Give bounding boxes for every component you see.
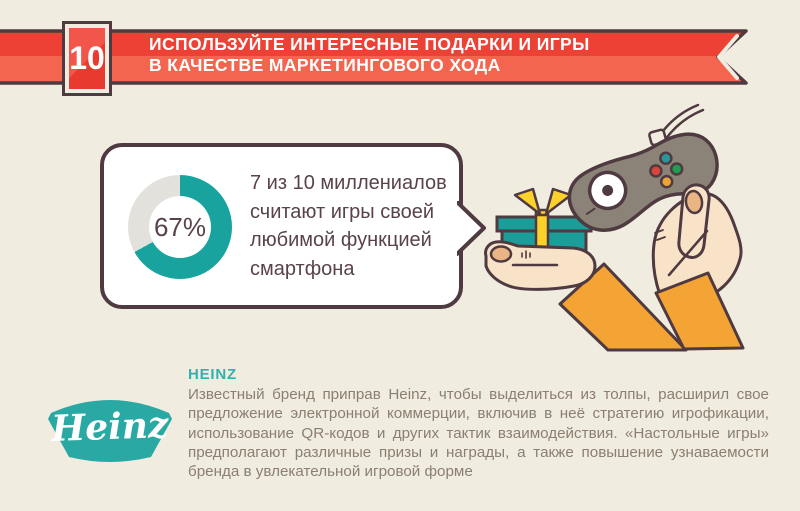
left-thumbnail [489, 245, 513, 263]
gamepad-button-blue [659, 151, 673, 166]
tip-number-badge-inner: 10 [69, 28, 105, 89]
right-sleeve [654, 271, 745, 351]
tip-number: 10 [69, 40, 105, 76]
donut-percent-label: 67% [153, 211, 207, 242]
right-thumb [654, 183, 711, 277]
gamepad-icon [567, 132, 719, 232]
case-study-heading: HEINZ [188, 366, 237, 383]
heinz-logo-text: Heinz [49, 404, 170, 450]
case-study-body: Известный бренд приправ Heinz, чтобы выд… [188, 386, 769, 481]
stat-text: 7 из 10 миллениалов считают игры своей л… [250, 169, 447, 283]
stat-text-line3: любимой функцией [250, 229, 432, 251]
donut-hole: 67% [149, 196, 211, 258]
right-thumbnail [684, 189, 704, 215]
left-sleeve [558, 262, 688, 352]
stat-text-line4: смартфона [250, 257, 355, 280]
gamepad-button-red [649, 164, 663, 178]
heinz-keystone [48, 400, 172, 462]
stat-text-line1: 7 из 10 миллениалов [250, 172, 447, 194]
header-title: ИСПОЛЬЗУЙТЕ ИНТЕРЕСНЫЕ ПОДАРКИ И ИГРЫ В … [149, 34, 590, 76]
speech-bubble-tail [457, 201, 486, 256]
ribbon-notch-highlight [717, 34, 739, 80]
ribbon-banner [0, 29, 748, 85]
stat-text-line2: считают игры своей [250, 200, 435, 223]
donut-chart: 67% [128, 175, 232, 279]
gamepad-button-green [669, 162, 684, 176]
header-title-line2: В КАЧЕСТВЕ МАРКЕТИНГОВОГО ХОДА [149, 55, 501, 75]
header-title-line1: ИСПОЛЬЗУЙТЕ ИНТЕРЕСНЫЕ ПОДАРКИ И ИГРЫ [149, 34, 590, 54]
hands-illustration [484, 103, 745, 352]
left-hand [484, 240, 597, 291]
tip-number-badge: 10 [62, 21, 112, 96]
gamepad-button-orange [659, 174, 674, 189]
speech-bubble: 67% 7 из 10 миллениалов считают игры сво… [100, 143, 463, 309]
heinz-logo: Heinz [48, 400, 172, 462]
